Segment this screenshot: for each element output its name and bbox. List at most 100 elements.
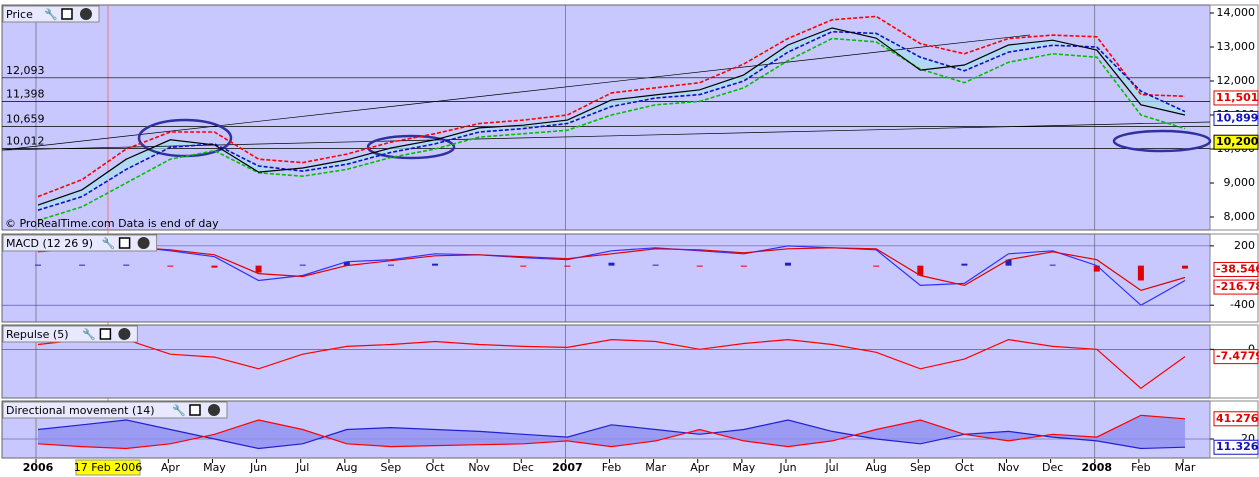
last-value-label: 10,200 <box>1216 135 1259 148</box>
close-icon[interactable] <box>80 8 92 20</box>
panel-title-tab <box>2 5 100 23</box>
histogram-bar <box>696 265 703 267</box>
x-tick-label: Nov <box>468 461 490 474</box>
panel <box>1 324 1211 399</box>
histogram-bar <box>1182 265 1188 269</box>
histogram-bar <box>1137 265 1144 281</box>
histogram-bar <box>1049 264 1056 266</box>
axis-panel <box>1209 233 1259 323</box>
close-icon[interactable] <box>118 328 131 340</box>
histogram-bar <box>784 262 791 266</box>
panel-title-tab <box>2 234 158 252</box>
x-tick-label: Aug <box>865 461 886 474</box>
band-fill <box>38 28 1185 211</box>
last-value-tag <box>1213 349 1259 365</box>
x-tick-label: Jun <box>778 461 796 474</box>
wrench-icon[interactable]: 🔧 <box>82 327 96 341</box>
trend-line <box>1 34 1031 151</box>
last-value-tag <box>1213 90 1259 106</box>
x-tick-label: Dec <box>513 461 534 474</box>
histogram-bar <box>564 265 571 267</box>
x-tick-label: 2007 <box>552 461 583 474</box>
last-value-tag <box>1213 110 1259 126</box>
wrench-icon[interactable]: 🔧 <box>172 403 186 417</box>
x-tick-label: Nov <box>998 461 1020 474</box>
series-line <box>37 419 1186 450</box>
dm-fill <box>38 415 1185 449</box>
close-icon[interactable] <box>137 237 150 249</box>
x-tick-label: Feb <box>1131 461 1150 474</box>
histogram-bar <box>608 262 615 266</box>
last-value-label: 11,501 <box>1216 91 1258 104</box>
histogram-bar <box>123 264 130 266</box>
cursor-label: 17 Feb 2006 <box>74 461 142 474</box>
last-value-tag <box>1213 134 1259 150</box>
x-tick-label: May <box>732 461 755 474</box>
histogram-bar <box>1005 259 1012 266</box>
panel-title: MACD (12 26 9) <box>6 237 93 250</box>
histogram-bar <box>211 265 218 268</box>
histogram-bar <box>432 263 439 266</box>
x-tick-label: Sep <box>381 461 402 474</box>
level-label: 10,659 <box>6 113 45 126</box>
highlight-ellipse <box>366 134 456 160</box>
x-tick-label: Jun <box>249 461 267 474</box>
histogram-bar <box>167 265 174 267</box>
x-tick-label: Apr <box>690 461 710 474</box>
x-axis-band <box>0 459 1259 477</box>
last-value-tag <box>1213 279 1259 295</box>
histogram-bar <box>520 265 527 267</box>
level-label: 10,012 <box>6 135 45 148</box>
y-tick-label: -400 <box>1230 298 1255 311</box>
window-icon[interactable] <box>118 237 131 249</box>
last-value-label: 41.276 <box>1216 412 1259 425</box>
wrench-icon[interactable]: 🔧 <box>102 236 116 250</box>
last-value-label: 10,899 <box>1216 111 1258 124</box>
x-tick-label: Mar <box>1175 461 1196 474</box>
x-tick-label: Jul <box>824 461 838 474</box>
series-line <box>37 246 1186 292</box>
wrench-icon[interactable]: 🔧 <box>44 7 58 21</box>
last-value-tag <box>1213 439 1259 455</box>
histogram-bar <box>961 263 968 266</box>
last-value-label: -38.546 <box>1216 262 1259 275</box>
histogram-bar <box>299 264 306 266</box>
x-tick-label: Oct <box>955 461 975 474</box>
window-icon[interactable] <box>99 328 112 340</box>
y-tick-label: 8,000 <box>1224 210 1256 223</box>
cursor-tag <box>75 459 141 476</box>
series-line <box>37 27 1186 206</box>
series-line <box>37 30 1186 211</box>
panel-title: Price <box>6 8 33 21</box>
histogram-bar <box>255 265 262 273</box>
level-label: 12,093 <box>6 64 45 77</box>
y-tick-label: 0 <box>1248 342 1255 355</box>
series-line <box>37 414 1186 450</box>
x-tick-label: Aug <box>336 461 357 474</box>
series-line <box>37 37 1186 222</box>
x-tick-label: 2008 <box>1081 461 1112 474</box>
x-tick-label: May <box>203 461 226 474</box>
window-icon[interactable] <box>61 8 73 20</box>
y-tick-label: 12,000 <box>1217 74 1256 87</box>
y-tick-label: 9,000 <box>1224 176 1256 189</box>
x-tick-label: Oct <box>426 461 446 474</box>
y-tick-label: 13,000 <box>1217 40 1256 53</box>
series-line <box>37 338 1186 390</box>
last-value-label: -7.4779 <box>1216 350 1259 363</box>
x-tick-label: Sep <box>910 461 931 474</box>
histogram-bar <box>652 264 659 266</box>
histogram-bar <box>1093 265 1100 272</box>
close-icon[interactable] <box>208 404 220 416</box>
series-line <box>37 245 1186 306</box>
histogram-bar <box>740 265 747 267</box>
window-icon[interactable] <box>189 404 201 416</box>
highlight-ellipse <box>1112 129 1212 153</box>
histogram-bar <box>387 264 394 266</box>
histogram-bar <box>917 265 924 276</box>
last-value-label: -216.78 <box>1216 280 1259 293</box>
x-tick-label: Jul <box>295 461 309 474</box>
last-value-tag <box>1213 411 1259 427</box>
histogram-bar <box>343 261 350 266</box>
